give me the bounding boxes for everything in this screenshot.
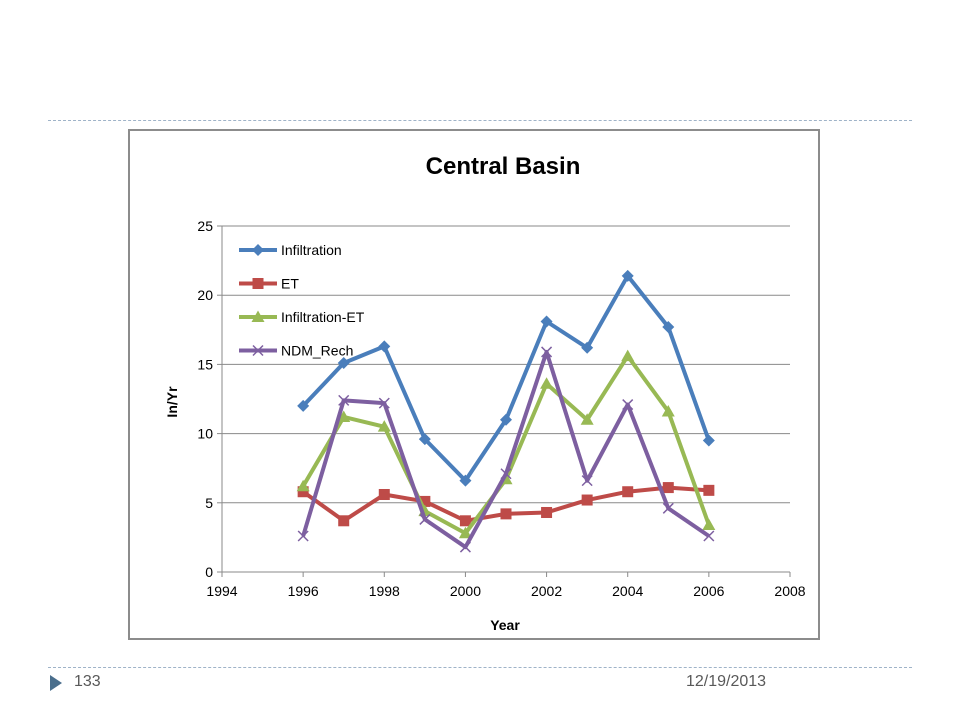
legend-marker — [251, 310, 265, 322]
data-point — [297, 399, 310, 412]
x-tick-label: 1998 — [369, 583, 400, 599]
x-tick-label: 2006 — [693, 583, 724, 599]
x-tick-label: 1994 — [206, 583, 237, 599]
data-point — [337, 357, 350, 370]
chart-area: Central Basin 0 5 10 15 20 25 1994 1996 1998 2000… — [128, 129, 820, 640]
slide-date: 12/19/2013 — [686, 673, 767, 690]
data-point — [703, 484, 715, 496]
legend-marker — [252, 344, 264, 357]
data-point — [459, 515, 471, 527]
x-axis-label: Year — [490, 617, 520, 633]
x-tick-label: 2004 — [612, 583, 643, 599]
data-point — [338, 394, 350, 406]
data-point — [541, 346, 553, 358]
data-point — [702, 434, 715, 447]
data-point — [500, 508, 512, 520]
y-tick-label: 20 — [197, 287, 213, 303]
x-tick-label: 2002 — [531, 583, 562, 599]
data-point — [378, 397, 390, 409]
y-tick-label: 0 — [205, 564, 213, 580]
data-point — [419, 495, 431, 507]
data-point — [703, 530, 715, 542]
data-point — [297, 486, 309, 498]
data-point — [580, 413, 594, 425]
bottom-divider — [48, 667, 912, 668]
y-tick-label: 15 — [197, 356, 213, 372]
data-point — [662, 321, 675, 334]
y-tick-label: 25 — [197, 218, 213, 234]
legend-label: NDM_Rech — [281, 343, 353, 359]
legend: Infiltration ET Infiltration-ET NDM_Rech — [239, 242, 365, 359]
data-point — [662, 502, 674, 514]
data-point — [296, 479, 310, 492]
data-point — [540, 377, 554, 389]
data-point — [297, 530, 309, 542]
data-point — [621, 349, 635, 362]
legend-label: Infiltration-ET — [281, 309, 365, 325]
data-point — [581, 475, 593, 487]
grid — [222, 225, 790, 504]
data-point — [338, 515, 350, 527]
data-point — [500, 413, 512, 426]
axes: 0 5 10 15 20 25 1994 1996 1998 2000 2002 2004 2006 20… — [197, 218, 805, 599]
data-point — [622, 486, 634, 498]
data-point — [419, 513, 431, 525]
data-point — [378, 488, 390, 500]
data-point — [418, 433, 431, 446]
x-tick-label: 2008 — [774, 583, 805, 599]
data-point — [459, 541, 471, 553]
legend-label: ET — [281, 276, 299, 292]
data-point — [459, 474, 472, 487]
data-point — [661, 404, 675, 417]
x-tick-label: 2000 — [450, 583, 481, 599]
data-point — [702, 518, 716, 530]
top-divider — [48, 120, 912, 121]
legend-marker — [252, 278, 264, 289]
data-point — [500, 468, 512, 480]
data-point — [378, 340, 391, 353]
data-point — [337, 410, 351, 422]
play-triangle-icon — [50, 675, 62, 691]
legend-marker — [252, 244, 264, 256]
slide-number: 133 — [74, 673, 101, 690]
data-point — [541, 506, 553, 518]
data-point — [581, 341, 594, 354]
data-point — [540, 315, 553, 328]
chart-title: Central Basin — [426, 153, 581, 180]
data-point — [377, 420, 391, 432]
line-chart: Central Basin 0 5 10 15 20 25 1994 1996 1998 2000… — [164, 153, 806, 633]
y-tick-label: 10 — [197, 426, 213, 442]
data-point — [458, 526, 472, 539]
data-point — [621, 269, 634, 282]
data-point — [622, 399, 634, 411]
y-axis-label: In/Yr — [164, 386, 180, 418]
data-point — [581, 494, 593, 506]
x-tick-label: 1996 — [288, 583, 319, 599]
legend-label: Infiltration — [281, 242, 342, 258]
y-tick-label: 5 — [205, 495, 213, 511]
data-point — [662, 482, 674, 494]
series-lines — [296, 269, 716, 553]
series-line-0 — [301, 273, 711, 483]
